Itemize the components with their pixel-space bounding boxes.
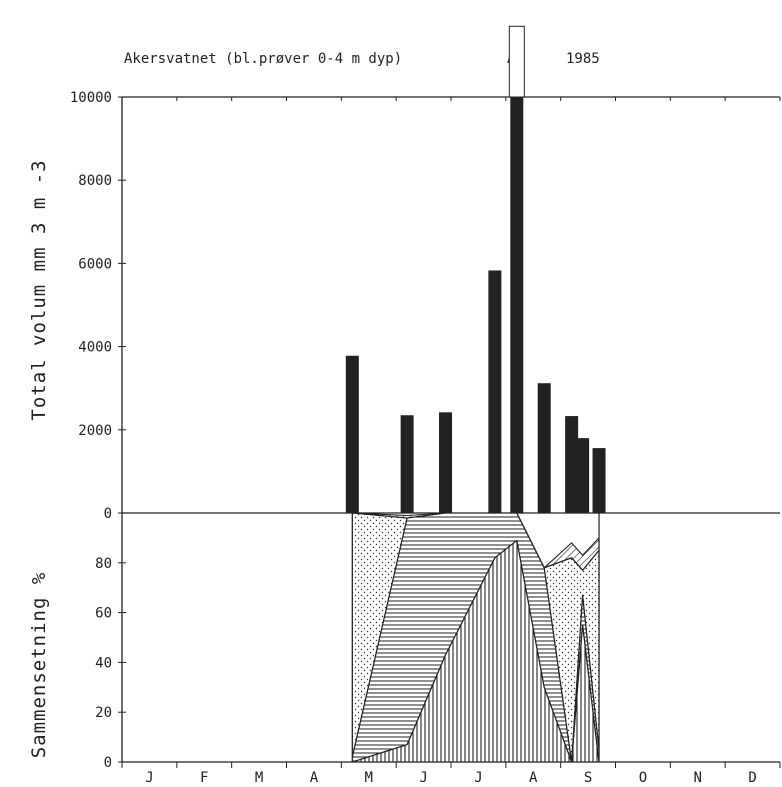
month-label: O [639,770,647,786]
chart-title: Akersvatnet (bl.prøver 0-4 m dyp) [124,51,402,67]
top-bars [345,25,606,513]
month-label: D [748,770,756,786]
month-label: N [694,770,702,786]
bar [537,383,551,513]
bottom-y-tick-label: 20 [95,705,112,721]
bar [592,448,606,513]
month-label: S [584,770,592,786]
top-y-tick-label: 8000 [78,173,112,189]
bar [488,270,502,513]
month-label: M [365,770,373,786]
top-y-tick-label: 4000 [78,340,112,356]
bar [439,412,453,513]
bar [345,355,359,513]
bar [565,416,579,513]
month-label: J [474,770,482,786]
bottom-axes: 0 20 40 60 80 [95,513,781,771]
month-label: J [419,770,427,786]
top-y-tick-label: 0 [104,506,112,522]
top-axes: 0 2000 4000 6000 8000 10000 [70,90,781,522]
top-y-axis-label: Total volum mm 3 m -3 [28,159,50,420]
month-label: F [200,770,208,786]
top-y-tick-label: 6000 [78,256,112,272]
month-label: A [310,770,319,786]
bottom-y-tick-label: 60 [95,606,112,622]
top-y-tick-label: 10000 [70,90,112,106]
month-label: A [529,770,538,786]
month-label: M [255,770,263,786]
bottom-areas [351,512,600,763]
bottom-y-axis-label: Sammensetning % [28,572,50,759]
bar [400,415,414,513]
bar [510,97,524,513]
bar [576,438,590,513]
year-value: 1985 [566,51,600,67]
bar-overflow [508,25,525,98]
bottom-y-tick-label: 80 [95,556,112,572]
top-y-tick-label: 2000 [78,423,112,439]
month-label: J [145,770,153,786]
bottom-y-tick-label: 0 [104,755,112,771]
bottom-y-tick-label: 40 [95,655,112,671]
